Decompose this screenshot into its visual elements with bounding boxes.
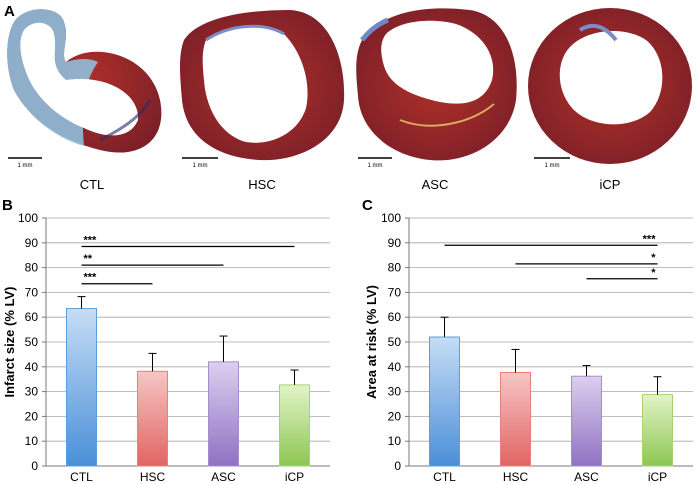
significance-label: *** [84, 235, 98, 247]
y-tick-label: 70 [388, 285, 402, 299]
x-tick-label: iCP [648, 470, 667, 484]
y-tick-label: 90 [25, 236, 39, 250]
scale-bar-icp: 1 mm [534, 157, 570, 169]
x-tick-label: HSC [503, 470, 529, 484]
x-tick-label: ASC [211, 470, 236, 484]
error-bars [440, 316, 662, 395]
significance-label: * [651, 267, 656, 279]
bar-icp [642, 394, 673, 467]
caption-ctl: CTL [80, 177, 105, 192]
scale-bar-asc: 1 mm [358, 157, 392, 169]
significance-label: *** [84, 272, 98, 284]
bar-asc [208, 361, 239, 467]
bars [429, 336, 673, 467]
heart-section-asc [356, 8, 517, 161]
y-axis-label: Infarct size (% LV) [2, 286, 17, 397]
heart-section-hsc [180, 10, 345, 161]
y-tick-label: 50 [388, 335, 402, 349]
error-bars [77, 296, 299, 385]
caption-asc: ASC [422, 177, 449, 192]
y-tick-label: 40 [388, 360, 402, 374]
bar-asc [571, 375, 602, 467]
y-tick-label: 80 [388, 261, 402, 275]
scale-bar-label: 1 mm [545, 163, 560, 169]
significance-label: ** [84, 253, 93, 265]
y-tick-label: 100 [381, 211, 401, 225]
bar-hsc [137, 370, 168, 467]
panel-c-label: C [362, 197, 373, 214]
y-tick-labels: 0 10 20 30 40 50 60 70 80 90 100 [381, 211, 401, 473]
scale-bar-label: 1 mm [368, 163, 383, 169]
panel-b-label: B [2, 197, 13, 214]
y-tick-label: 40 [25, 360, 39, 374]
caption-hsc: HSC [248, 177, 275, 192]
scale-bar-ctl: 1 mm [8, 157, 42, 169]
panel-b-chart: B 0 10 20 30 40 50 60 70 80 90 100 Infarct size (%… [2, 197, 330, 484]
y-tick-label: 20 [388, 409, 402, 423]
significance-label: *** [643, 233, 657, 245]
x-tick-label: CTL [433, 470, 456, 484]
significance-brackets: ***** [444, 233, 658, 280]
bars [66, 308, 310, 467]
caption-icp: iCP [600, 177, 621, 192]
y-tick-label: 0 [394, 459, 401, 473]
y-tick-label: 60 [25, 310, 39, 324]
y-tick-label: 0 [31, 459, 38, 473]
y-tick-label: 90 [388, 236, 402, 250]
panel-a: A 1 mm CTL 1 mm HSC [4, 3, 692, 192]
x-tick-label: ASC [574, 470, 599, 484]
x-tick-label: HSC [140, 470, 166, 484]
x-tick-label: CTL [70, 470, 93, 484]
panel-c-chart: C 0 10 20 30 40 50 60 70 80 90 100 Area at risk (%… [362, 197, 693, 484]
significance-label: * [651, 252, 656, 264]
y-axis-label: Area at risk (% LV) [364, 285, 379, 399]
significance-brackets: ******** [81, 235, 295, 285]
y-tick-label: 60 [388, 310, 402, 324]
bar-hsc [500, 372, 531, 467]
y-tick-label: 30 [25, 385, 39, 399]
y-tick-label: 70 [25, 285, 39, 299]
y-tick-label: 10 [388, 434, 402, 448]
y-tick-label: 30 [388, 385, 402, 399]
scale-bar-hsc: 1 mm [182, 157, 218, 169]
y-tick-label: 80 [25, 261, 39, 275]
bar-ctl [429, 336, 460, 467]
y-tick-label: 100 [18, 211, 38, 225]
scale-bar-label: 1 mm [18, 163, 33, 169]
heart-section-icp [528, 8, 692, 164]
scale-bar-label: 1 mm [193, 163, 208, 169]
panel-a-label: A [4, 3, 15, 20]
x-tick-label: iCP [285, 470, 304, 484]
y-tick-label: 50 [25, 335, 39, 349]
x-tick-labels: CTL HSC ASC iCP [433, 470, 667, 484]
heart-section-ctl [7, 9, 162, 153]
y-tick-labels: 0 10 20 30 40 50 60 70 80 90 100 [18, 211, 38, 473]
y-tick-label: 20 [25, 409, 39, 423]
x-tick-labels: CTL HSC ASC iCP [70, 470, 304, 484]
y-tick-label: 10 [25, 434, 39, 448]
bar-ctl [66, 308, 97, 467]
bar-icp [279, 384, 310, 467]
